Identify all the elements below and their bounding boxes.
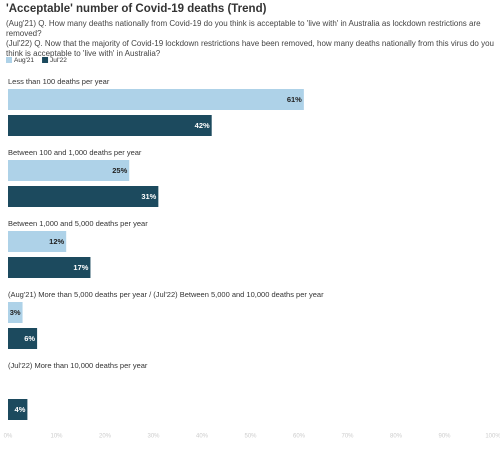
- category-label: Between 100 and 1,000 deaths per year: [8, 148, 142, 157]
- x-tick-label: 80%: [390, 434, 403, 440]
- legend-label: Aug'21: [14, 57, 34, 64]
- x-tick-label: 30%: [147, 434, 160, 440]
- value-label: 12%: [49, 237, 64, 246]
- value-label: 42%: [195, 121, 210, 130]
- bar: [8, 115, 212, 136]
- x-tick-label: 100%: [485, 434, 500, 440]
- x-tick-label: 10%: [50, 434, 63, 440]
- legend-swatch: [42, 57, 49, 63]
- x-tick-label: 0%: [4, 434, 13, 440]
- bar: [8, 231, 67, 252]
- value-label: 31%: [141, 192, 156, 201]
- x-tick-label: 20%: [99, 434, 112, 440]
- category-label: (Aug'21) More than 5,000 deaths per year…: [8, 290, 324, 299]
- legend-swatch: [6, 57, 12, 63]
- bar: [8, 89, 304, 110]
- bar: [8, 302, 23, 323]
- legend-label: Jul'22: [50, 57, 67, 64]
- bar: [8, 328, 38, 349]
- x-tick-label: 50%: [244, 434, 257, 440]
- bar: [8, 160, 130, 181]
- subtitle: (Aug'21) Q. How many deaths nationally f…: [6, 19, 481, 38]
- x-tick-label: 60%: [293, 434, 306, 440]
- category-label: Less than 100 deaths per year: [8, 77, 110, 86]
- bar: [8, 257, 91, 278]
- value-label: 6%: [24, 334, 35, 343]
- bar: [8, 399, 28, 420]
- x-tick-label: 40%: [196, 434, 209, 440]
- value-label: 61%: [287, 95, 302, 104]
- chart-title: 'Acceptable' number of Covid-19 deaths (…: [6, 3, 267, 15]
- category-label: Between 1,000 and 5,000 deaths per year: [8, 219, 148, 228]
- value-label: 25%: [112, 166, 127, 175]
- x-tick-label: 70%: [341, 434, 354, 440]
- value-label: 3%: [10, 308, 21, 317]
- value-label: 4%: [15, 405, 26, 414]
- value-label: 17%: [73, 263, 88, 272]
- x-tick-label: 90%: [438, 434, 451, 440]
- bar: [8, 186, 159, 207]
- header: 'Acceptable' number of Covid-19 deaths (…: [6, 3, 494, 59]
- category-label: (Jul'22) More than 10,000 deaths per yea…: [8, 361, 148, 370]
- subtitle: (Jul'22) Q. Now that the majority of Cov…: [6, 39, 494, 58]
